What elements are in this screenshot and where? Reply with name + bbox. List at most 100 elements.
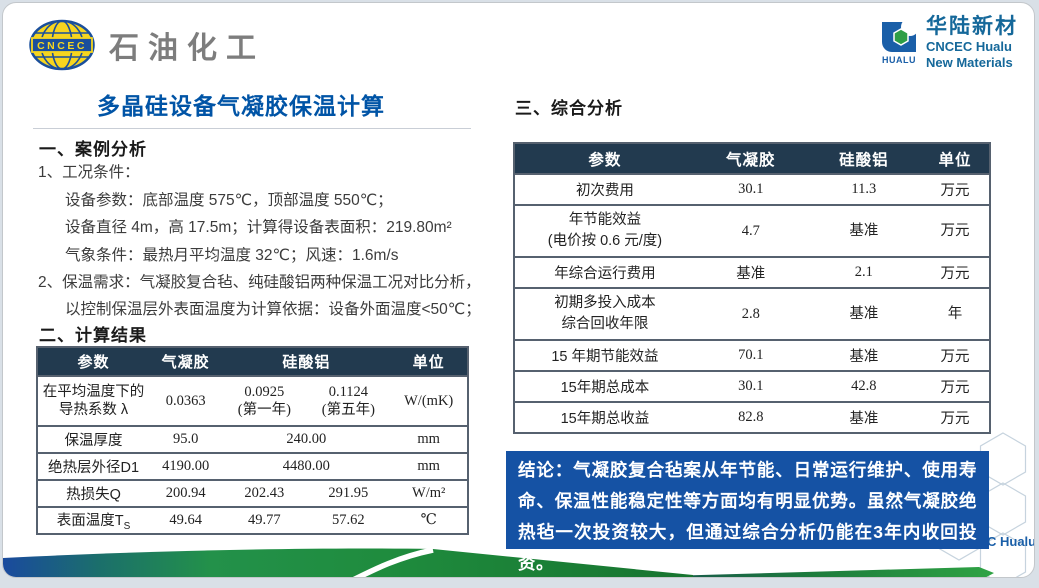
cell-param: 在平均温度下的 导热系数 λ [37,375,150,426]
cell-param: 15年期总收益 [514,401,695,433]
section3-heading: 三、综合分析 [515,99,623,118]
cell-aerogel: 30.1 [694,370,807,402]
cell-aerogel: 70.1 [694,339,807,371]
cell-unit: 万元 [920,339,990,371]
table-header-row: 参数 气凝胶 硅酸铝 单位 [37,347,468,376]
cell-unit: mm [390,452,468,480]
cell-unit: 年 [920,287,990,340]
table-row: 热损失Q 200.94 202.43 291.95 W/m² [37,479,468,507]
table-row: 初次费用 30.1 11.3 万元 [514,173,990,205]
col-unit: 单位 [390,347,468,376]
cell-param-text: 表面温度T [56,513,124,530]
table-row: 15年期总收益 82.8 基准 万元 [514,401,990,433]
body-line: 设备直径 4m，高 17.5m；计算得设备表面积：219.80m² [65,219,452,236]
section1-heading: 一、案例分析 [39,140,147,159]
cell-param: 初期多投入成本 综合回收年限 [514,287,695,340]
cell-silicate: 2.1 [806,256,921,288]
conclusion-box: 结论：气凝胶复合毡案从年节能、日常运行维护、使用寿命、保温性能稳定性等方面均有明… [506,451,989,573]
cell-param-subscript: S [123,520,131,532]
cell-silicate: 11.3 [806,173,921,205]
cell-unit: 万元 [920,401,990,433]
body-line: 气象条件：最热月平均温度 32℃；风速：1.6m/s [65,247,399,264]
body-line: 以控制保温层外表面温度为计算依据：设备外面温度<50℃； [65,301,481,318]
cell-aerogel: 200.94 [149,479,223,507]
table-row: 15 年期节能效益 70.1 基准 万元 [514,339,990,371]
calc-results-table: 参数 气凝胶 硅酸铝 单位 在平均温度下的 导热系数 λ 0.0363 0.09… [36,346,469,535]
cncec-emblem-text: CNCEC [37,40,87,52]
cell-unit: W/(mK) [390,375,468,426]
cell-unit: mm [390,425,468,453]
table-row: 在平均温度下的 导热系数 λ 0.0363 0.0925 (第一年) 0.112… [37,375,468,426]
cell-aerogel: 95.0 [149,425,223,453]
bottom-stripe-decoration [630,567,994,577]
cell-unit: ℃ [390,506,468,534]
cell-param: 15 年期节能效益 [514,339,695,371]
cell-silicate-y1: 49.77 [222,506,307,534]
cell-aerogel: 基准 [694,256,807,288]
cell-param: 绝热层外径D1 [37,452,150,480]
col-param: 参数 [514,143,695,174]
col-silicate: 硅酸铝 [806,143,921,174]
cell-aerogel: 30.1 [694,173,807,205]
cell-silicate-y5: 57.62 [306,506,391,534]
cell-aerogel: 4190.00 [149,452,223,480]
cell-param: 保温厚度 [37,425,150,453]
cell-silicate: 基准 [806,339,921,371]
cell-silicate: 240.00 [222,425,391,453]
company-name: 石油化工 [109,32,265,65]
section2-heading: 二、计算结果 [39,326,147,345]
cell-silicate: 42.8 [806,370,921,402]
cell-unit: 万元 [920,204,990,257]
hualu-mark-label: HUALU [882,55,916,65]
table-row: 年节能效益 (电价按 0.6 元/度) 4.7 基准 万元 [514,204,990,257]
title-divider [33,128,471,129]
cell-aerogel: 4.7 [694,204,807,257]
table-row: 初期多投入成本 综合回收年限 2.8 基准 年 [514,287,990,340]
watermark-text: C Hualu [987,534,1035,549]
cell-silicate: 基准 [806,204,921,257]
cell-silicate-y1: 202.43 [222,479,307,507]
table-row: 保温厚度 95.0 240.00 mm [37,425,468,453]
table-row: 绝热层外径D1 4190.00 4480.00 mm [37,452,468,480]
col-unit: 单位 [920,143,990,174]
body-line: 1、工况条件： [38,164,140,181]
cell-unit: 万元 [920,370,990,402]
hualu-logo: HUALU 华陆新材 CNCEC Hualu New Materials [879,15,1018,71]
cell-param: 年节能效益 (电价按 0.6 元/度) [514,204,695,257]
cell-aerogel: 2.8 [694,287,807,340]
cell-unit: 万元 [920,173,990,205]
table-header-row: 参数 气凝胶 硅酸铝 单位 [514,143,990,174]
hualu-mark-icon [882,19,919,52]
cell-param: 15年期总成本 [514,370,695,402]
page-title: 多晶硅设备气凝胶保温计算 [97,93,385,119]
slide: CNCEC 石油化工 HUALU 华陆新材 CNCEC Hualu New Ma… [2,2,1035,578]
hualu-name-en1: CNCEC Hualu [926,39,1012,54]
hualu-mark: HUALU [879,19,919,65]
cell-silicate-y1: 0.0925 (第一年) [222,375,307,426]
cell-unit: W/m² [390,479,468,507]
hualu-name-cn: 华陆新材 [926,15,1018,38]
table-row: 表面温度TS 49.64 49.77 57.62 ℃ [37,506,468,534]
table-row: 15年期总成本 30.1 42.8 万元 [514,370,990,402]
hualu-name-en2: New Materials [926,55,1013,70]
cell-param: 表面温度TS [37,506,150,534]
cell-aerogel: 82.8 [694,401,807,433]
col-aerogel: 气凝胶 [149,347,223,376]
col-aerogel: 气凝胶 [694,143,807,174]
bottom-swoosh-decoration [3,547,693,577]
table-row: 年综合运行费用 基准 2.1 万元 [514,256,990,288]
col-silicate: 硅酸铝 [222,347,391,376]
cell-silicate: 基准 [806,287,921,340]
cell-silicate: 基准 [806,401,921,433]
cell-aerogel: 0.0363 [149,375,223,426]
cell-param: 热损失Q [37,479,150,507]
cncec-globe-icon: CNCEC [29,19,95,71]
cell-silicate-y5: 0.1124 (第五年) [306,375,391,426]
hualu-names: 华陆新材 CNCEC Hualu New Materials [926,15,1018,71]
col-param: 参数 [37,347,150,376]
cell-silicate-y5: 291.95 [306,479,391,507]
cell-param: 初次费用 [514,173,695,205]
cncec-logo: CNCEC 石油化工 [29,19,265,71]
cell-unit: 万元 [920,256,990,288]
cell-param: 年综合运行费用 [514,256,695,288]
